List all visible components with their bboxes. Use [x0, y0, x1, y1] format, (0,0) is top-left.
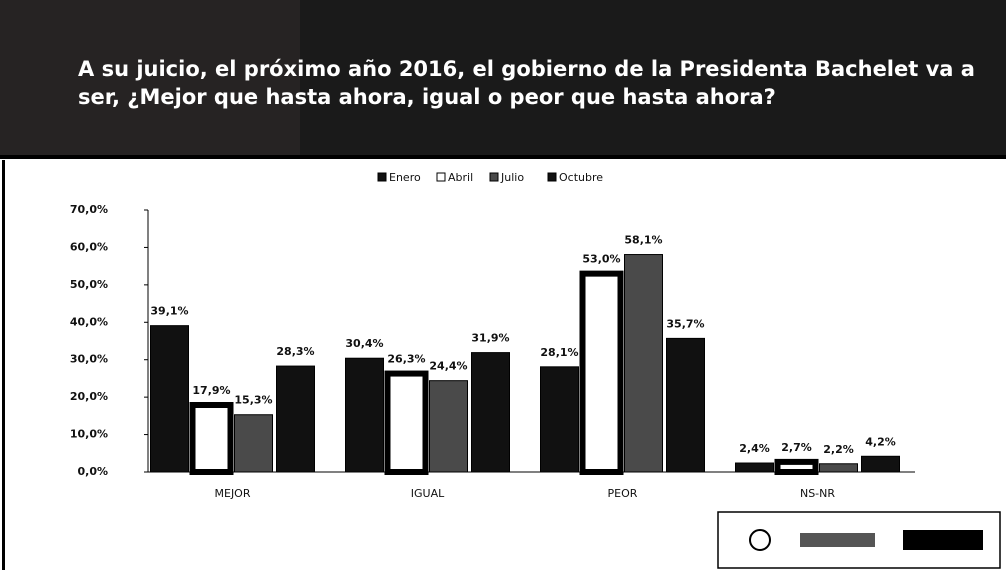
legend-swatch: [489, 172, 499, 182]
data-label: 2,2%: [823, 443, 854, 456]
bar: [735, 462, 774, 473]
y-tick-label: 20,0%: [70, 390, 108, 403]
y-tick-label: 50,0%: [70, 278, 108, 291]
data-label: 31,9%: [471, 332, 509, 345]
data-label: 2,4%: [739, 442, 770, 455]
y-tick-label: 10,0%: [70, 428, 108, 441]
data-label: 17,9%: [192, 384, 230, 397]
x-tick-label: PEOR: [608, 487, 638, 500]
header-photo: [0, 0, 300, 155]
data-label: 24,4%: [429, 360, 467, 373]
legend-swatch: [436, 172, 446, 182]
data-label: 28,1%: [540, 346, 578, 359]
bar: [384, 370, 429, 476]
bar: [819, 463, 858, 473]
data-label: 53,0%: [582, 253, 620, 266]
bar: [774, 458, 819, 476]
legend-label: Enero: [389, 171, 421, 184]
y-tick-label: 60,0%: [70, 240, 108, 253]
header-rule: [0, 155, 1006, 159]
legend-swatch: [377, 172, 387, 182]
y-tick-label: 30,0%: [70, 353, 108, 366]
bar: [471, 352, 510, 473]
title-box: A su juicio, el próximo año 2016, el gob…: [78, 57, 975, 109]
x-tick-label: NS-NR: [800, 487, 835, 500]
bar: [861, 455, 900, 473]
legend-swatch: [547, 172, 557, 182]
bar: [579, 270, 624, 475]
bar: [429, 380, 468, 473]
left-border: [2, 160, 5, 570]
logo-mark: [903, 530, 983, 550]
data-label: 58,1%: [624, 234, 662, 247]
legend-label: Octubre: [559, 171, 603, 184]
data-label: 28,3%: [276, 345, 314, 358]
data-label: 30,4%: [345, 337, 383, 350]
y-tick-label: 70,0%: [70, 203, 108, 216]
bar: [150, 325, 189, 473]
logo-mark: [800, 533, 875, 547]
bar: [234, 414, 273, 473]
data-label: 2,7%: [781, 441, 812, 454]
legend-label: Julio: [500, 171, 524, 184]
bar: [624, 254, 663, 473]
data-label: 4,2%: [865, 435, 896, 448]
bar: [540, 366, 579, 473]
data-label: 39,1%: [150, 305, 188, 318]
data-label: 15,3%: [234, 394, 272, 407]
y-tick-label: 0,0%: [77, 465, 108, 478]
logo-icon: [749, 529, 771, 551]
bar: [189, 402, 234, 476]
data-label: 35,7%: [666, 317, 704, 330]
bar: [666, 337, 705, 473]
data-label: 26,3%: [387, 353, 425, 366]
x-tick-label: IGUAL: [411, 487, 445, 500]
x-tick-label: MEJOR: [215, 487, 251, 500]
bar: [276, 365, 315, 473]
y-tick-label: 40,0%: [70, 315, 108, 328]
legend: Enero Abril Julio Octubre: [377, 171, 603, 184]
bar: [345, 357, 384, 473]
legend-label: Abril: [448, 171, 473, 184]
chart-title: A su juicio, el próximo año 2016, el gob…: [78, 57, 975, 109]
